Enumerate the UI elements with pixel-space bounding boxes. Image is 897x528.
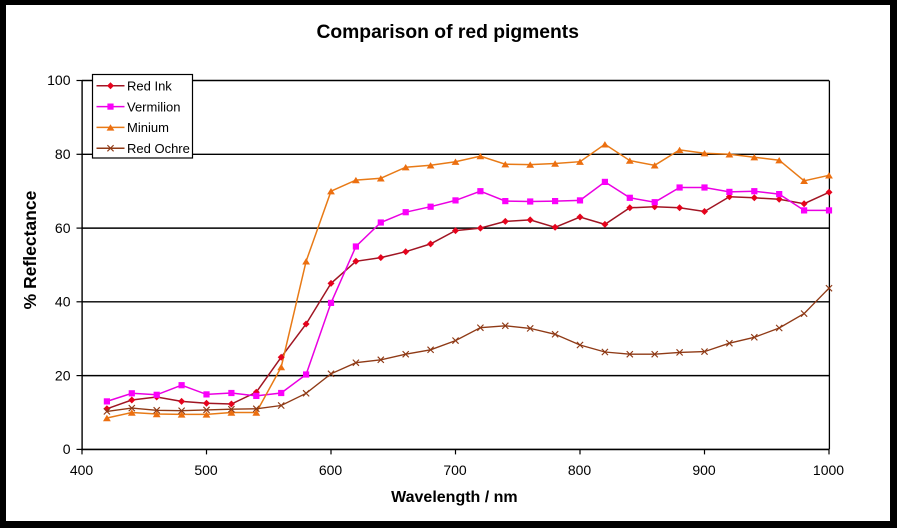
svg-text:1000: 1000 <box>813 462 844 478</box>
svg-text:Wavelength / nm: Wavelength / nm <box>391 489 518 506</box>
svg-text:Red Ink: Red Ink <box>127 79 172 94</box>
svg-text:Comparison of red pigments: Comparison of red pigments <box>316 22 578 43</box>
svg-text:80: 80 <box>55 146 71 162</box>
svg-text:0: 0 <box>63 441 71 457</box>
svg-text:20: 20 <box>55 367 71 383</box>
svg-text:40: 40 <box>55 294 71 310</box>
svg-text:500: 500 <box>194 462 218 478</box>
svg-text:900: 900 <box>692 462 716 478</box>
svg-text:60: 60 <box>55 220 71 236</box>
svg-text:600: 600 <box>319 462 343 478</box>
svg-text:100: 100 <box>47 72 71 88</box>
svg-text:400: 400 <box>70 462 94 478</box>
svg-text:Vermilion: Vermilion <box>127 99 180 114</box>
svg-text:% Reflectance: % Reflectance <box>20 190 40 309</box>
svg-text:800: 800 <box>568 462 592 478</box>
svg-text:Red Ochre: Red Ochre <box>127 141 190 156</box>
svg-text:Minium: Minium <box>127 120 169 135</box>
svg-text:700: 700 <box>443 462 467 478</box>
